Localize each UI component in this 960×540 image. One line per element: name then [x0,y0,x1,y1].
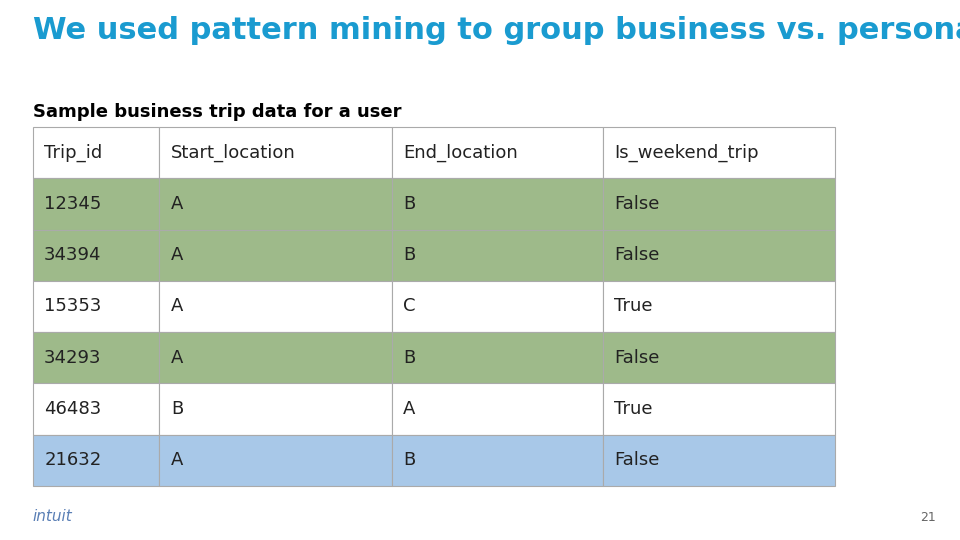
Bar [33,178,159,230]
Bar [33,332,159,383]
Bar [33,230,159,281]
Bar [603,332,835,383]
Text: End_location: End_location [403,144,518,161]
Text: 34394: 34394 [44,246,102,264]
Text: 34293: 34293 [44,349,102,367]
Bar [603,383,835,435]
Text: A: A [171,349,183,367]
Bar [33,435,159,486]
Text: A: A [403,400,416,418]
Text: C: C [403,298,416,315]
Text: False: False [614,451,660,469]
Text: A: A [171,451,183,469]
Text: A: A [171,246,183,264]
Text: 46483: 46483 [44,400,102,418]
Bar [159,332,392,383]
Bar [603,178,835,230]
Text: A: A [171,298,183,315]
Bar [392,435,603,486]
Bar [159,383,392,435]
Text: Trip_id: Trip_id [44,144,103,161]
Text: B: B [403,349,416,367]
Bar [392,230,603,281]
Text: Is_weekend_trip: Is_weekend_trip [614,144,759,161]
Text: Sample business trip data for a user: Sample business trip data for a user [33,103,401,120]
Bar [392,332,603,383]
Bar [159,281,392,332]
Bar [603,435,835,486]
Bar [392,281,603,332]
Bar [159,178,392,230]
Text: False: False [614,349,660,367]
Text: B: B [403,195,416,213]
Text: False: False [614,246,660,264]
Text: intuit: intuit [33,509,72,524]
Bar [33,281,159,332]
Bar [159,435,392,486]
Bar [33,383,159,435]
Text: B: B [171,400,183,418]
Bar [603,281,835,332]
Text: 21: 21 [921,511,936,524]
Bar [392,127,603,178]
Bar [159,230,392,281]
Bar [392,383,603,435]
Text: True: True [614,298,653,315]
Text: Start_location: Start_location [171,144,296,161]
Bar [392,178,603,230]
Bar [159,127,392,178]
Text: 12345: 12345 [44,195,102,213]
Text: False: False [614,195,660,213]
Bar [603,230,835,281]
Text: A: A [171,195,183,213]
Bar [33,127,159,178]
Text: We used pattern mining to group business vs. personal trips: We used pattern mining to group business… [33,16,960,45]
Text: 21632: 21632 [44,451,102,469]
Text: True: True [614,400,653,418]
Text: B: B [403,246,416,264]
Text: 15353: 15353 [44,298,102,315]
Text: B: B [403,451,416,469]
Bar [603,127,835,178]
